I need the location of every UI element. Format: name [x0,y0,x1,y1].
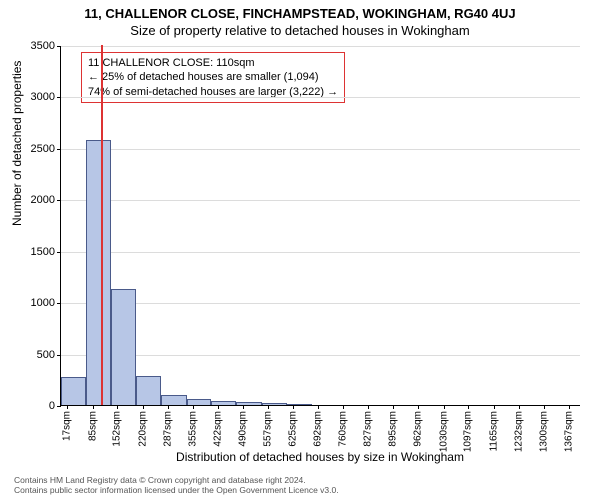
xtick-mark [544,405,545,409]
xtick-label: 220sqm [137,411,148,447]
ytick-mark [57,252,61,253]
histogram-bar [211,401,236,405]
ytick-label: 0 [49,400,55,412]
gridline-h [61,252,580,253]
xtick-mark [268,405,269,409]
annotation-line: 11 CHALLENOR CLOSE: 110sqm [88,56,338,70]
xtick-label: 1367sqm [563,411,574,452]
y-axis-label: Number of detached properties [10,61,24,226]
ytick-label: 2000 [31,194,55,206]
xtick-label: 895sqm [388,411,399,447]
gridline-h [61,46,580,47]
xtick-label: 827sqm [363,411,374,447]
xtick-mark [293,405,294,409]
xtick-label: 1030sqm [438,411,449,452]
xtick-mark [368,405,369,409]
gridline-h [61,149,580,150]
histogram-bar [236,402,261,405]
ytick-label: 3500 [31,40,55,52]
ytick-mark [57,46,61,47]
xtick-mark [218,405,219,409]
xtick-label: 625sqm [288,411,299,447]
xtick-mark [468,405,469,409]
histogram-bar [287,404,312,405]
ytick-mark [57,355,61,356]
histogram-bar [111,289,136,405]
xtick-mark [569,405,570,409]
xtick-mark [93,405,94,409]
xtick-mark [444,405,445,409]
xtick-mark [168,405,169,409]
histogram-bar [262,403,287,405]
xtick-mark [243,405,244,409]
xtick-label: 1097sqm [463,411,474,452]
xtick-label: 1165sqm [488,411,499,451]
ytick-mark [57,406,61,407]
ytick-mark [57,303,61,304]
ytick-mark [57,200,61,201]
xtick-label: 287sqm [162,411,173,447]
xtick-mark [67,405,68,409]
histogram-bar [86,140,111,405]
gridline-h [61,355,580,356]
ytick-mark [57,97,61,98]
xtick-mark [418,405,419,409]
credits: Contains HM Land Registry data © Crown c… [14,475,339,496]
histogram-bar [187,399,212,405]
gridline-h [61,200,580,201]
histogram-bar [61,377,86,405]
xtick-label: 557sqm [262,411,273,447]
ytick-label: 2500 [31,143,55,155]
xtick-mark [143,405,144,409]
xtick-label: 85sqm [87,411,98,441]
gridline-h [61,97,580,98]
xtick-label: 1300sqm [538,411,549,452]
ytick-mark [57,149,61,150]
credits-line: Contains HM Land Registry data © Crown c… [14,475,339,486]
annotation-line: ← 25% of detached houses are smaller (1,… [88,70,338,84]
annotation-box: 11 CHALLENOR CLOSE: 110sqm ← 25% of deta… [81,52,345,103]
xtick-label: 355sqm [187,411,198,447]
xtick-mark [519,405,520,409]
gridline-h [61,303,580,304]
xtick-mark [318,405,319,409]
chart-plot-area: 11 CHALLENOR CLOSE: 110sqm ← 25% of deta… [60,46,580,406]
page-title: 11, CHALLENOR CLOSE, FINCHAMPSTEAD, WOKI… [0,0,600,21]
xtick-label: 692sqm [313,411,324,447]
histogram-bar [161,395,186,405]
xtick-mark [393,405,394,409]
xtick-mark [494,405,495,409]
xtick-label: 962sqm [413,411,424,447]
chart-subtitle: Size of property relative to detached ho… [0,21,600,42]
xtick-label: 490sqm [238,411,249,447]
ytick-label: 1500 [31,246,55,258]
xtick-mark [193,405,194,409]
ytick-label: 3000 [31,91,55,103]
ytick-label: 1000 [31,297,55,309]
xtick-label: 422sqm [212,411,223,447]
credits-line: Contains public sector information licen… [14,485,339,496]
ytick-label: 500 [37,349,55,361]
xtick-label: 17sqm [62,411,73,441]
xtick-mark [343,405,344,409]
xtick-label: 1232sqm [513,411,524,452]
marker-line [101,45,103,405]
xtick-label: 152sqm [112,411,123,447]
xtick-label: 760sqm [338,411,349,447]
histogram-bar [136,376,161,405]
xtick-mark [117,405,118,409]
x-axis-label: Distribution of detached houses by size … [60,450,580,464]
